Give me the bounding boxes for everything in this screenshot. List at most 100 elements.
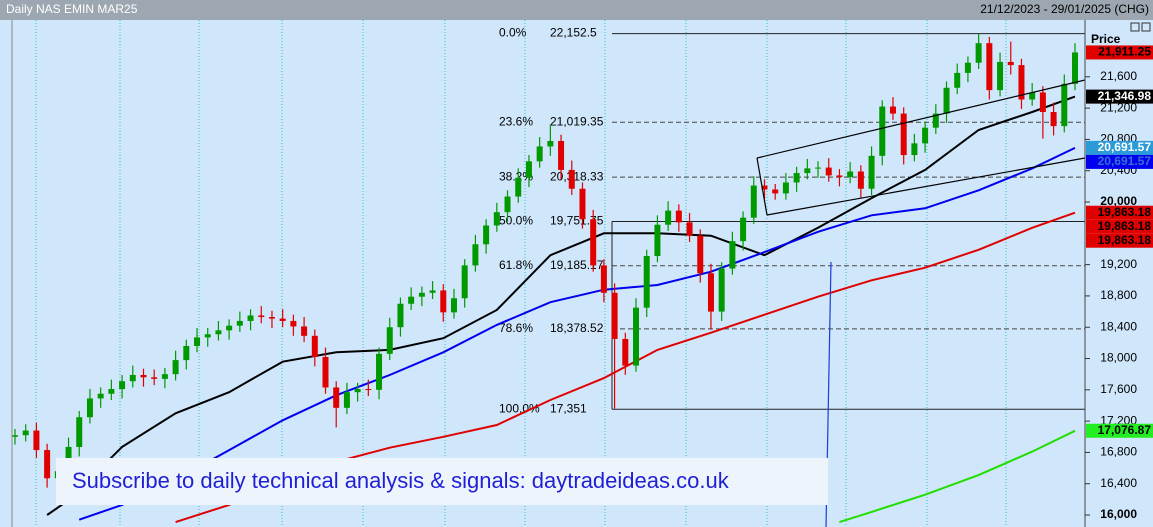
fib-price: 22,152.5 bbox=[550, 26, 597, 40]
candle-body bbox=[954, 72, 961, 88]
candle-body bbox=[729, 241, 736, 269]
window-icons bbox=[1130, 22, 1151, 32]
price-box bbox=[1086, 154, 1153, 169]
price-box-label: 19,863.18 bbox=[1098, 219, 1152, 233]
price-box bbox=[1086, 89, 1153, 104]
y-tick-label: 16,400 bbox=[1100, 476, 1137, 490]
candle-body bbox=[290, 320, 297, 327]
moving-average bbox=[46, 95, 1076, 516]
banner-box bbox=[56, 458, 828, 505]
candle-body bbox=[868, 155, 875, 189]
candle-body bbox=[600, 265, 607, 293]
candle-body bbox=[975, 43, 982, 63]
candle-body bbox=[707, 273, 714, 312]
candle-body bbox=[1039, 92, 1046, 113]
price-box bbox=[1086, 205, 1153, 220]
candle-body bbox=[204, 334, 211, 338]
icon-maximize bbox=[1141, 22, 1151, 32]
candle-body bbox=[354, 389, 361, 393]
candle-body bbox=[504, 196, 511, 213]
banner: Subscribe to daily technical analysis & … bbox=[56, 458, 828, 505]
candle-body bbox=[633, 307, 640, 366]
candle-body bbox=[804, 168, 811, 174]
candle-body bbox=[76, 417, 83, 447]
price-box-label: 19,863.18 bbox=[1098, 233, 1152, 247]
y-tick-label: 21,600 bbox=[1100, 69, 1137, 83]
candle-body bbox=[911, 143, 918, 156]
candle-body bbox=[1029, 92, 1036, 100]
candle-body bbox=[622, 338, 629, 366]
candle-body bbox=[194, 337, 201, 347]
moving-average bbox=[78, 146, 1076, 521]
candle-body bbox=[515, 177, 522, 197]
candle-body bbox=[675, 210, 682, 223]
candle-body bbox=[86, 398, 93, 418]
fib-layer: 0.0% 22,152.5 23.6% 21,019.35 38.2% 20,318.33… bbox=[499, 26, 1085, 415]
date-range: 21/12/2023 - 29/01/2025 (CHG) bbox=[980, 2, 1149, 16]
candle-body bbox=[836, 175, 843, 177]
candle-body bbox=[418, 292, 425, 297]
channel-edge bbox=[756, 157, 768, 216]
price-box-label: 20,691.57 bbox=[1098, 154, 1152, 168]
fib-ratio: 23.6% bbox=[499, 114, 533, 128]
candle-body bbox=[761, 185, 768, 190]
candle-body bbox=[547, 140, 554, 147]
candle-body bbox=[750, 185, 757, 218]
price-box-label: 20,691.57 bbox=[1098, 140, 1152, 154]
candle-body bbox=[579, 188, 586, 220]
candle-body bbox=[889, 106, 896, 114]
fib-ratio: 78.6% bbox=[499, 321, 533, 335]
candle-body bbox=[333, 387, 340, 408]
fib-ratio: 38.2% bbox=[499, 169, 533, 183]
title-bar bbox=[0, 0, 1153, 20]
y-tick-label: 18,000 bbox=[1100, 351, 1137, 365]
price-box-label: 19,863.18 bbox=[1098, 205, 1152, 219]
moving-average bbox=[839, 429, 1076, 524]
candle-body bbox=[986, 43, 993, 91]
candle-body bbox=[97, 393, 104, 399]
candle-body bbox=[665, 210, 672, 225]
candle-body bbox=[215, 330, 222, 335]
candle-body bbox=[825, 167, 832, 176]
price-box bbox=[1086, 45, 1153, 60]
price-box bbox=[1086, 140, 1153, 155]
candle-body bbox=[1061, 83, 1068, 127]
candle-body bbox=[258, 315, 265, 318]
y-tick-label: 20,000 bbox=[1100, 194, 1137, 208]
candle-body bbox=[1018, 65, 1025, 100]
candle-body bbox=[376, 353, 383, 390]
candle-body bbox=[740, 217, 747, 242]
fib-ratio: 0.0% bbox=[499, 26, 527, 40]
candle-body bbox=[525, 161, 532, 178]
fib-ratio: 61.8% bbox=[499, 258, 533, 272]
candle-body bbox=[365, 389, 372, 391]
candle-body bbox=[590, 219, 597, 266]
candle-body bbox=[343, 392, 350, 408]
axis-panel bbox=[1085, 20, 1153, 527]
candle-body bbox=[119, 381, 126, 390]
candle-body bbox=[932, 113, 939, 128]
candle-body bbox=[450, 298, 457, 313]
candle-body bbox=[922, 127, 929, 144]
candle-body bbox=[247, 315, 254, 321]
candle-body bbox=[172, 360, 179, 375]
candle-body bbox=[611, 292, 618, 339]
candle-body bbox=[44, 450, 51, 479]
fib-price: 20,318.33 bbox=[550, 169, 604, 183]
candle-body bbox=[108, 389, 115, 394]
candle-body bbox=[279, 318, 286, 321]
candle-body bbox=[472, 244, 479, 266]
candle-body bbox=[429, 290, 436, 293]
candle-body bbox=[129, 374, 136, 382]
fib-ratio: 50.0% bbox=[499, 214, 533, 228]
candle-body bbox=[322, 356, 329, 388]
candle-body bbox=[183, 346, 190, 361]
candle-body bbox=[397, 303, 404, 328]
y-tick-label: 18,800 bbox=[1100, 288, 1137, 302]
candle-body bbox=[483, 225, 490, 245]
candle-body bbox=[33, 430, 40, 451]
candle-body bbox=[879, 106, 886, 156]
candle-body bbox=[793, 173, 800, 183]
candle-body bbox=[847, 171, 854, 177]
